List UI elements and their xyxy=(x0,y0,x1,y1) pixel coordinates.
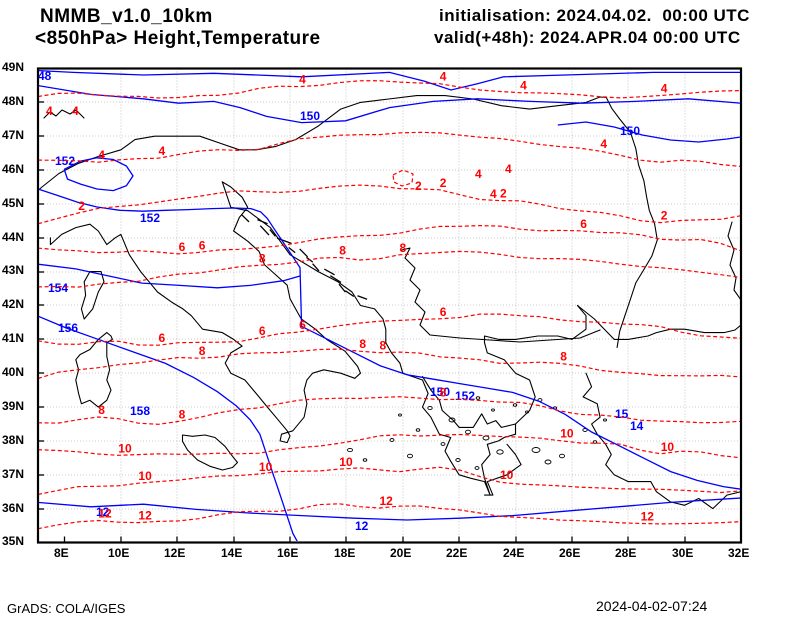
svg-text:152: 152 xyxy=(455,389,475,403)
svg-text:12: 12 xyxy=(98,507,112,521)
svg-text:2: 2 xyxy=(440,176,447,190)
svg-text:10: 10 xyxy=(560,427,574,441)
svg-text:8: 8 xyxy=(380,339,387,353)
svg-text:4: 4 xyxy=(505,162,512,176)
svg-text:4: 4 xyxy=(159,144,166,158)
svg-text:8: 8 xyxy=(259,251,266,265)
svg-text:8: 8 xyxy=(339,244,346,258)
svg-text:6: 6 xyxy=(259,324,266,338)
svg-text:6: 6 xyxy=(440,305,447,319)
svg-text:2: 2 xyxy=(415,179,422,193)
svg-text:6: 6 xyxy=(159,331,166,345)
svg-text:4: 4 xyxy=(440,70,447,84)
svg-text:4: 4 xyxy=(475,167,482,181)
svg-text:150: 150 xyxy=(300,109,320,123)
svg-text:148: 148 xyxy=(645,58,665,72)
svg-text:8: 8 xyxy=(98,403,105,417)
svg-text:8: 8 xyxy=(440,386,447,400)
svg-text:10: 10 xyxy=(339,455,353,469)
svg-text:8: 8 xyxy=(359,337,366,351)
svg-text:4: 4 xyxy=(46,104,53,118)
svg-text:15: 15 xyxy=(615,407,629,421)
svg-text:48: 48 xyxy=(38,69,52,83)
svg-text:4: 4 xyxy=(299,73,306,87)
svg-text:152: 152 xyxy=(140,211,160,225)
svg-text:8: 8 xyxy=(400,241,407,255)
svg-text:156: 156 xyxy=(58,321,78,335)
svg-text:2: 2 xyxy=(500,187,507,201)
svg-text:10: 10 xyxy=(500,468,514,482)
svg-text:10: 10 xyxy=(118,441,132,455)
svg-text:10: 10 xyxy=(138,469,152,483)
svg-text:2: 2 xyxy=(78,199,85,213)
svg-text:12: 12 xyxy=(641,510,655,524)
svg-text:6: 6 xyxy=(199,238,206,252)
svg-text:12: 12 xyxy=(380,494,394,508)
svg-text:8: 8 xyxy=(199,344,206,358)
svg-text:14: 14 xyxy=(630,419,644,433)
svg-text:8: 8 xyxy=(179,407,186,421)
svg-text:8: 8 xyxy=(560,349,567,363)
svg-text:6: 6 xyxy=(179,240,186,254)
svg-text:4: 4 xyxy=(490,187,497,201)
svg-text:4: 4 xyxy=(98,148,105,162)
svg-text:6: 6 xyxy=(580,217,587,231)
svg-text:158: 158 xyxy=(130,404,150,418)
svg-text:12: 12 xyxy=(138,509,152,523)
svg-text:4: 4 xyxy=(600,137,607,151)
svg-text:4: 4 xyxy=(520,79,527,93)
svg-text:6: 6 xyxy=(299,318,306,332)
svg-text:4: 4 xyxy=(661,82,668,96)
svg-text:2: 2 xyxy=(661,209,668,223)
svg-text:154: 154 xyxy=(48,281,68,295)
svg-text:146: 146 xyxy=(567,1,587,15)
svg-text:150: 150 xyxy=(620,124,640,138)
svg-text:10: 10 xyxy=(259,460,273,474)
svg-text:4: 4 xyxy=(72,104,79,118)
svg-text:10: 10 xyxy=(661,440,675,454)
svg-text:12: 12 xyxy=(355,519,369,533)
